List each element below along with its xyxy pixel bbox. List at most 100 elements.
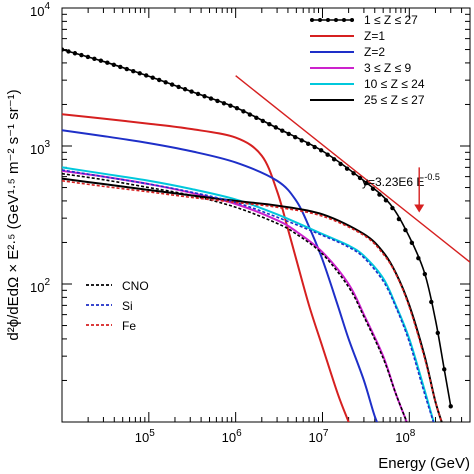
x-tick-exponent: 5: [149, 428, 155, 439]
series-point-1-le-z-le-27: [273, 125, 279, 130]
legend-label-z-2: Z=2: [364, 45, 385, 59]
legend-swatch-marker: [310, 18, 314, 22]
series-point-1-le-z-le-27: [79, 52, 84, 58]
legend-model: CNO Si Fe: [86, 279, 149, 333]
legend-label-10-le-z-le-24: 10 ≤ Z ≤ 24: [364, 77, 425, 91]
legend-swatch-marker: [350, 18, 354, 22]
legend-label-3-le-z-le-9: 3 ≤ Z ≤ 9: [364, 61, 412, 75]
series-point-1-le-z-le-27: [286, 131, 291, 137]
legend-main: 1 ≤ Z ≤ 27 Z=1 Z=2 3 ≤ Z ≤ 9 10 ≤ Z ≤ 24 25 ≤…: [310, 13, 425, 107]
series-line-fe: [62, 179, 443, 422]
series-layer: [62, 47, 453, 422]
series-point-1-le-z-le-27: [118, 64, 123, 70]
fit-layer: y=3.23E6 E-0.5: [235, 75, 470, 263]
series-point-1-le-z-le-27: [202, 94, 207, 99]
series-point-1-le-z-le-27: [331, 157, 337, 162]
y-tick-exponent: 4: [44, 1, 50, 12]
legend-swatch-marker: [334, 18, 338, 22]
series-point-1-le-z-le-27: [92, 56, 97, 62]
legend-label-fe: Fe: [122, 319, 136, 333]
legend-swatch-marker: [342, 18, 346, 22]
series-point-1-le-z-le-27: [429, 299, 434, 305]
legend-swatch-marker: [318, 18, 322, 22]
series-point-1-le-z-le-27: [325, 152, 330, 157]
series-point-1-le-z-le-27: [267, 121, 272, 127]
series-point-1-le-z-le-27: [124, 66, 129, 72]
series-point-1-le-z-le-27: [312, 144, 317, 150]
series-point-1-le-z-le-27: [364, 180, 369, 186]
series-point-1-le-z-le-27: [357, 175, 363, 181]
series-point-1-le-z-le-27: [435, 330, 440, 336]
series-point-1-le-z-le-27: [234, 105, 240, 111]
series-point-1-le-z-le-27: [208, 96, 214, 101]
series-point-1-le-z-le-27: [260, 118, 266, 124]
series-point-1-le-z-le-27: [318, 148, 324, 153]
series-line-si: [62, 169, 435, 422]
series-point-1-le-z-le-27: [306, 141, 311, 146]
legend-label-1-le-z-le-27: 1 ≤ Z ≤ 27: [364, 13, 418, 27]
plot-frame: [61, 7, 471, 423]
x-tick-exponent: 6: [236, 428, 242, 439]
y-tick-exponent: 2: [44, 277, 50, 288]
series-point-1-le-z-le-27: [448, 404, 453, 409]
fit-line-exponent: -0.5: [424, 172, 440, 182]
series-point-1-le-z-le-27: [299, 138, 304, 143]
series-point-1-le-z-le-27: [150, 75, 155, 80]
fit-line: [235, 75, 470, 263]
series-point-1-le-z-le-27: [351, 171, 356, 176]
series-line-z-1: [62, 113, 350, 422]
series-point-1-le-z-le-27: [176, 84, 181, 90]
series-point-1-le-z-le-27: [163, 80, 168, 85]
series-point-1-le-z-le-27: [195, 91, 201, 97]
series-line-z-2: [62, 129, 379, 422]
series-point-1-le-z-le-27: [416, 256, 421, 261]
series-point-1-le-z-le-27: [98, 58, 104, 63]
series-point-1-le-z-le-27: [105, 60, 110, 65]
series-point-1-le-z-le-27: [338, 161, 343, 167]
series-point-1-le-z-le-27: [377, 192, 382, 197]
x-tick-exponent: 7: [323, 428, 329, 439]
series-point-1-le-z-le-27: [370, 186, 376, 192]
series-point-1-le-z-le-27: [85, 54, 91, 60]
series-point-1-le-z-le-27: [169, 82, 175, 87]
legend-label-si: Si: [122, 299, 133, 313]
series-point-1-le-z-le-27: [422, 271, 428, 277]
y-axis-title: d²ϕ/dEdΩ × E²·⁵ (GeV¹·⁵ m⁻² s⁻¹ sr⁻¹): [5, 89, 22, 340]
plot-border: [61, 7, 471, 423]
series-point-1-le-z-le-27: [228, 103, 233, 108]
legend-label-cno: CNO: [122, 279, 149, 293]
series-point-1-le-z-le-27: [383, 198, 389, 203]
series-point-1-le-z-le-27: [247, 112, 253, 117]
series-point-1-le-z-le-27: [62, 47, 65, 52]
series-point-1-le-z-le-27: [344, 166, 350, 171]
series-point-1-le-z-le-27: [442, 367, 447, 372]
series-point-1-le-z-le-27: [144, 73, 149, 78]
series-line-10-le-z-le-24: [62, 166, 435, 422]
series-point-1-le-z-le-27: [280, 128, 285, 133]
series-point-1-le-z-le-27: [131, 68, 136, 74]
legend-label-25-le-z-le-27: 25 ≤ Z ≤ 27: [364, 93, 425, 107]
series-point-1-le-z-le-27: [189, 89, 194, 94]
series-point-1-le-z-le-27: [254, 115, 259, 120]
x-tick-exponent: 8: [410, 428, 416, 439]
series-point-1-le-z-le-27: [215, 98, 220, 104]
series-point-1-le-z-le-27: [390, 205, 395, 211]
major-ticks: [61, 7, 470, 423]
series-point-1-le-z-le-27: [66, 49, 71, 54]
legend-label-z-1: Z=1: [364, 29, 385, 43]
series-point-1-le-z-le-27: [403, 227, 408, 233]
series-point-1-le-z-le-27: [111, 62, 117, 68]
y-tick-exponent: 3: [44, 139, 50, 150]
series-point-1-le-z-le-27: [409, 240, 415, 246]
series-point-1-le-z-le-27: [137, 71, 142, 76]
series-point-1-le-z-le-27: [293, 135, 298, 140]
fit-line-label: y=3.23E6 E-0.5: [362, 172, 440, 189]
series-point-1-le-z-le-27: [396, 216, 402, 222]
annotation-arrow-head: [414, 204, 425, 213]
x-axis-title: Energy (GeV): [378, 455, 470, 472]
series-point-1-le-z-le-27: [182, 87, 188, 92]
legend-swatch-marker: [326, 18, 330, 22]
series-point-1-le-z-le-27: [156, 77, 162, 83]
series-point-1-le-z-le-27: [241, 109, 246, 114]
